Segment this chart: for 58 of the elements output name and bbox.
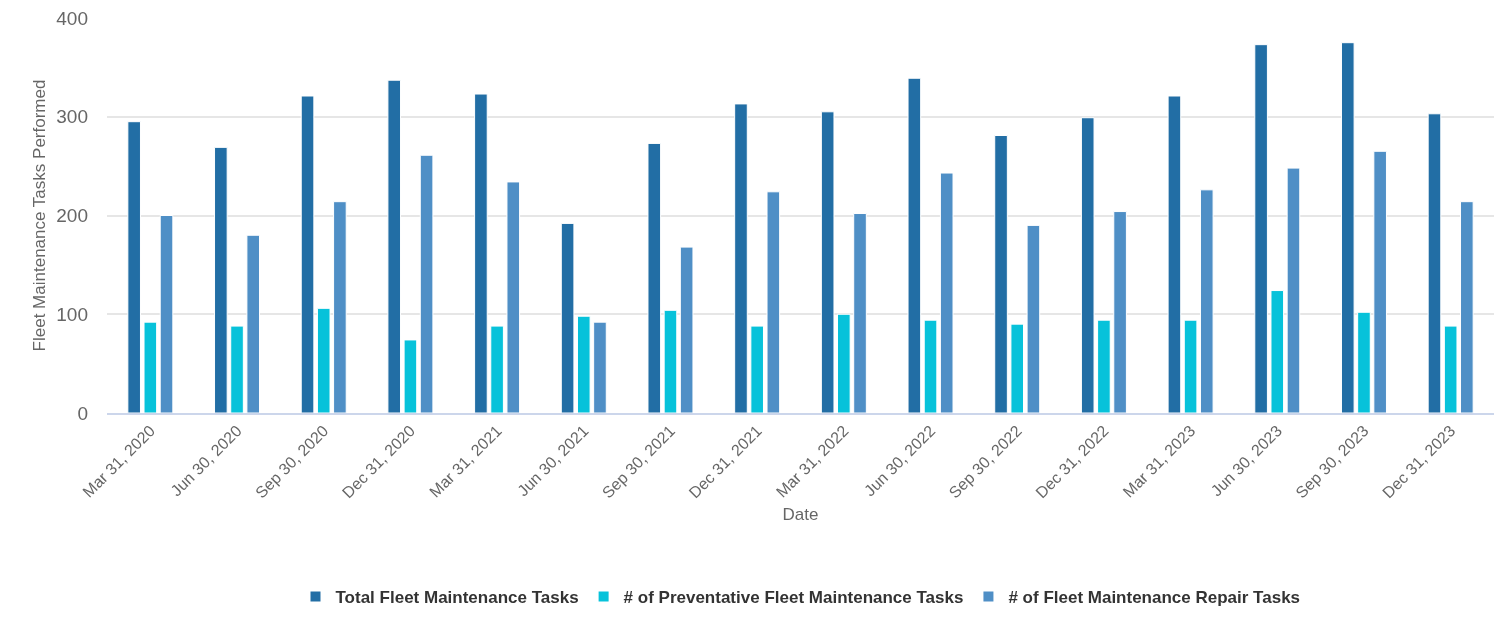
bar [679,246,694,413]
bar [143,321,158,413]
bar [1340,42,1355,413]
bar [907,77,922,413]
bar [127,121,141,413]
bar [1113,211,1127,413]
bar [593,321,607,413]
bar [474,93,488,413]
legend-label: # of Fleet Maintenance Repair Tasks [1008,588,1301,608]
bar [734,103,748,413]
bar [1460,201,1474,413]
bar [1286,167,1301,413]
bar [1010,323,1025,413]
bar [1427,113,1442,413]
bar [1357,311,1371,413]
bar [923,319,938,413]
bar [576,315,591,413]
bar [647,142,662,413]
bar [1167,95,1182,413]
bar [506,181,521,413]
y-tick-label: 400 [56,7,88,29]
y-tick-label: 100 [56,303,88,325]
bar [1270,290,1285,413]
bar [1373,150,1387,413]
legend-label: Total Fleet Maintenance Tasks [335,588,579,608]
bar [333,201,347,413]
bar [560,222,575,413]
bar [316,307,331,413]
bar [300,95,315,413]
y-tick-label: 200 [56,205,88,227]
bar [419,154,434,413]
bar [403,339,418,413]
bar [1026,224,1041,413]
bar [750,325,764,413]
bar [214,146,228,413]
bar [490,325,504,413]
bar [1199,189,1214,413]
bar [1183,319,1198,413]
bar [820,111,835,413]
legend-label: # of Preventative Fleet Maintenance Tasks [623,588,964,608]
bar [387,79,402,413]
bar [766,191,781,413]
bar [246,234,261,413]
y-axis-title: Fleet Maintenance Tasks Performed [29,79,49,352]
bar [994,135,1008,413]
bar [853,213,867,413]
bar [230,325,244,413]
bar [1443,325,1458,413]
bar [1080,117,1095,413]
bar [837,313,851,413]
bar [1254,44,1268,413]
bar [1097,319,1111,413]
bar [159,215,174,413]
bar [663,309,678,413]
bar [939,172,954,413]
y-tick-label: 0 [77,402,88,424]
y-tick-label: 300 [56,106,88,128]
x-axis-title: Date [782,505,819,525]
